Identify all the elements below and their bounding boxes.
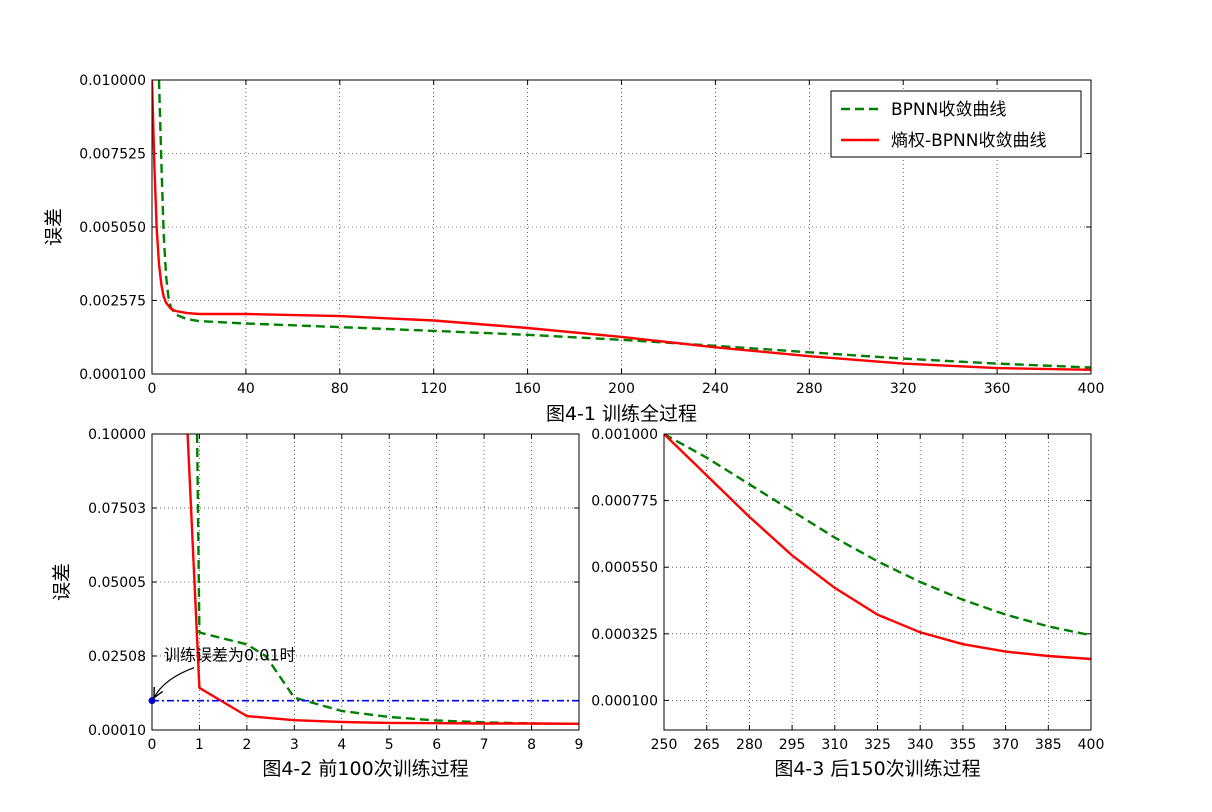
y-axis-label: 误差	[51, 563, 73, 601]
x-tick-label: 280	[796, 381, 823, 397]
x-tick-label: 120	[420, 381, 447, 397]
series-line-2	[186, 434, 579, 725]
x-tick-label: 80	[331, 381, 349, 397]
x-tick-label: 160	[514, 381, 541, 397]
x-tick-label: 340	[907, 737, 934, 753]
x-tick-label: 370	[992, 737, 1019, 753]
annotation-arrow	[154, 667, 195, 698]
plot-frame	[151, 79, 1092, 375]
y-tick-label: 0.002575	[79, 294, 146, 310]
y-axis-label: 误差	[43, 208, 65, 246]
x-tick-label: 400	[1078, 381, 1105, 397]
y-tick-label: 0.000100	[591, 693, 658, 709]
x-tick-label: 385	[1035, 737, 1062, 753]
y-tick-label: 0.000775	[591, 494, 658, 510]
y-tick-label: 0.000550	[591, 560, 658, 576]
plot-frame	[151, 433, 580, 731]
chart-caption: 图4-2 前100次训练过程	[262, 758, 468, 780]
x-tick-label: 5	[385, 737, 394, 753]
x-tick-label: 2	[242, 737, 251, 753]
x-tick-label: 8	[527, 737, 536, 753]
y-tick-label: 0.00010	[88, 723, 146, 739]
chart-caption: 图4-3 后150次训练过程	[774, 758, 980, 780]
y-tick-label: 0.007525	[79, 147, 146, 163]
series-line-1	[195, 434, 579, 725]
chart-1: 0 40 80 120 160 200 240 280 320 360 400 0.000100 0.0…	[43, 73, 1104, 425]
chart-caption: 图4-1 训练全过程	[546, 403, 697, 425]
x-tick-label: 240	[702, 381, 729, 397]
y-tick-label: 0.10000	[88, 427, 146, 443]
chart-2: 0 1 2 3 4 5 6 7 8 9 0.00010 0.02508 0.05005 0.07503 0.…	[51, 427, 583, 780]
x-tick-label: 280	[736, 737, 763, 753]
x-tick-label: 1	[195, 737, 204, 753]
series-line-1	[157, 80, 1091, 369]
x-tick-label: 320	[890, 381, 917, 397]
plot-frame	[663, 433, 1092, 731]
y-tick-label: 0.07503	[88, 501, 146, 517]
y-tick-label: 0.000325	[591, 627, 658, 643]
x-tick-label: 400	[1078, 737, 1105, 753]
x-tick-label: 295	[779, 737, 806, 753]
x-tick-label: 0	[148, 381, 157, 397]
x-tick-label: 9	[575, 737, 584, 753]
legend-label: BPNN收敛曲线	[891, 100, 1006, 120]
x-tick-label: 325	[864, 737, 891, 753]
y-tick-label: 0.010000	[79, 73, 146, 89]
x-tick-label: 40	[237, 381, 255, 397]
y-tick-label: 0.001000	[591, 427, 658, 443]
x-tick-label: 4	[337, 737, 346, 753]
x-tick-label: 3	[290, 737, 299, 753]
x-tick-label: 360	[984, 381, 1011, 397]
series-line-2	[152, 80, 1091, 371]
y-tick-label: 0.005050	[79, 220, 146, 236]
legend-box	[830, 90, 1082, 158]
x-tick-label: 6	[432, 737, 441, 753]
series-line-2	[664, 434, 1091, 661]
x-tick-label: 355	[950, 737, 977, 753]
y-tick-label: 0.05005	[88, 575, 146, 591]
x-tick-label: 310	[821, 737, 848, 753]
x-tick-label: 0	[148, 737, 157, 753]
chart-3: 250 265 280 295 310 325 340 355 370 385 400 0.00010…	[591, 427, 1104, 780]
annotation-label: 训练误差为0.01时	[164, 646, 296, 665]
y-tick-label: 0.000100	[79, 367, 146, 383]
x-tick-label: 250	[651, 737, 678, 753]
x-tick-label: 7	[480, 737, 489, 753]
y-tick-label: 0.02508	[88, 649, 146, 665]
x-tick-label: 265	[693, 737, 720, 753]
x-tick-label: 200	[608, 381, 635, 397]
legend-label: 熵权-BPNN收敛曲线	[891, 131, 1046, 151]
